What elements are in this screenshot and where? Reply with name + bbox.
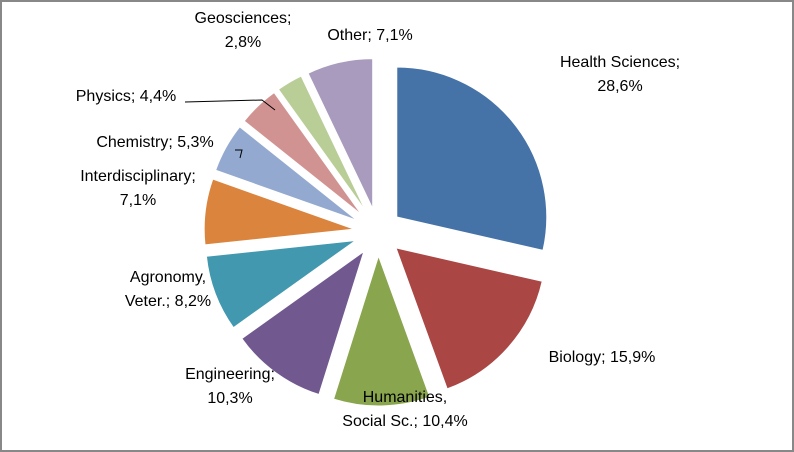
pie-slice (396, 66, 548, 252)
pie-slice (214, 126, 358, 221)
data-label: Geosciences; (195, 10, 292, 27)
data-label: Humanities, (363, 389, 447, 406)
pie-slice (241, 250, 365, 396)
pie-slice (205, 239, 358, 329)
data-label: Other; 7,1% (327, 27, 412, 44)
data-label: Health Sciences; (560, 54, 680, 71)
leader-line (184, 99, 276, 111)
data-label: Physics; 4,4% (76, 88, 176, 105)
pie-slice (243, 91, 362, 215)
data-label: Chemistry; 5,3% (96, 134, 213, 151)
data-label: Social Sc.; 10,4% (342, 413, 467, 430)
data-label: 2,8% (225, 34, 261, 51)
pie-slice (332, 254, 431, 407)
data-label: 7,1% (120, 192, 156, 209)
data-label: Veter.; 8,2% (125, 293, 211, 310)
data-label: Engineering; (185, 366, 275, 383)
pie-slice (307, 58, 374, 209)
data-label: Agronomy, (130, 269, 206, 286)
leader-line (235, 149, 243, 159)
data-label: 28,6% (597, 78, 642, 95)
data-label: Biology; 15,9% (549, 349, 656, 366)
pie-slice (203, 178, 355, 246)
pie-slice (277, 75, 367, 212)
pie-slice (395, 247, 543, 390)
data-label: 10,3% (207, 390, 252, 407)
data-label: Interdisciplinary; (80, 168, 196, 185)
